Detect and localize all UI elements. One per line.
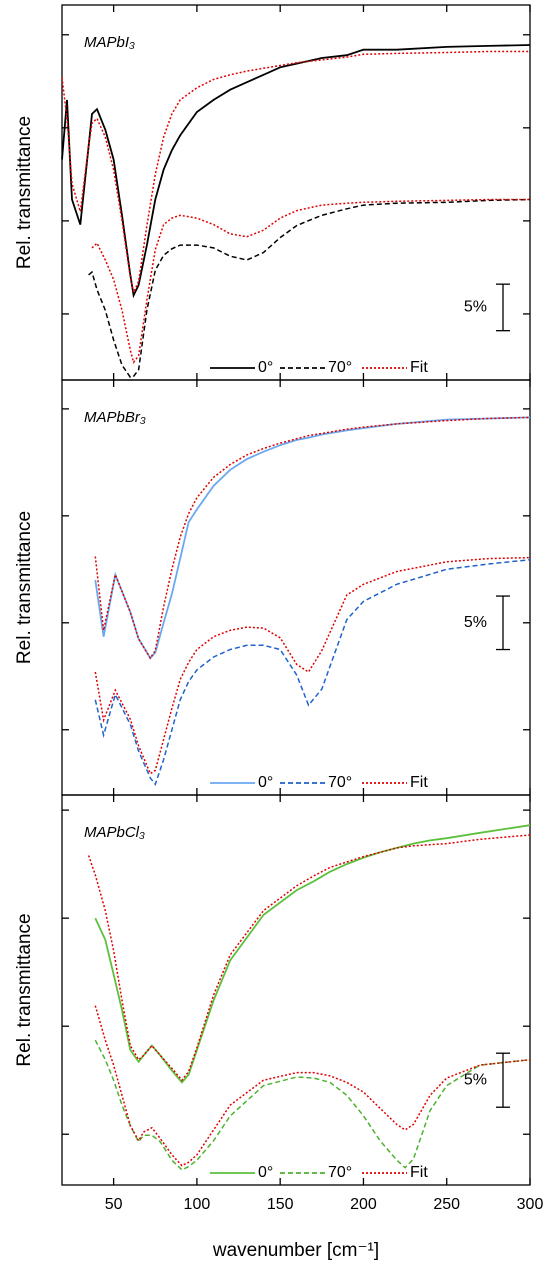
- x-tick-label: 300: [517, 1196, 544, 1213]
- legend-label: 0°: [258, 1164, 273, 1181]
- x-axis-label: wavenumber [cm⁻¹]: [212, 1240, 379, 1261]
- x-tick-label: 100: [184, 1196, 211, 1213]
- spectrum-line: [94, 416, 531, 660]
- spectrum-line: [88, 198, 531, 379]
- legend-label: Fit: [410, 1164, 428, 1181]
- scale-bar-label: 5%: [464, 614, 487, 631]
- y-axis-label: Rel. transmittance: [14, 511, 35, 664]
- y-axis-label: Rel. transmittance: [14, 913, 35, 1066]
- y-axis-label: Rel. transmittance: [14, 116, 35, 269]
- plot-frame: [61, 794, 531, 1186]
- spectrum-line: [61, 50, 530, 295]
- legend-label: 0°: [258, 359, 273, 376]
- spectrum-line: [91, 198, 530, 364]
- x-tick-label: 50: [105, 1196, 123, 1213]
- x-tick-label: 150: [267, 1196, 294, 1213]
- plot-frame: [61, 4, 531, 381]
- legend-label: 70°: [328, 359, 352, 376]
- x-tick-label: 250: [433, 1196, 460, 1213]
- panel-label: MAPbBr₃: [84, 409, 146, 426]
- scale-bar-label: 5%: [464, 1071, 487, 1088]
- legend-label: 70°: [328, 1164, 352, 1181]
- legend-label: Fit: [410, 774, 428, 791]
- panel-label: MAPbCl₃: [84, 824, 145, 841]
- legend-label: 70°: [328, 774, 352, 791]
- scale-bar-label: 5%: [464, 299, 487, 316]
- spectrum-line: [94, 824, 531, 1084]
- spectrum-line: [87, 834, 531, 1082]
- panel-label: MAPbI₃: [84, 34, 135, 51]
- x-tick-label: 200: [350, 1196, 377, 1213]
- spectrum-line: [94, 558, 531, 786]
- legend-label: 0°: [258, 774, 273, 791]
- spectrum-line: [94, 1039, 531, 1171]
- legend-label: Fit: [410, 359, 428, 376]
- spectrum-line: [61, 44, 531, 299]
- spectrum-line: [94, 1005, 531, 1167]
- spectrum-line: [94, 556, 531, 775]
